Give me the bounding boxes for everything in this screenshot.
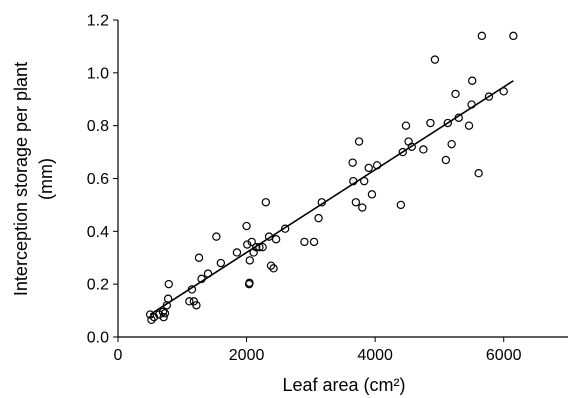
data-point: [398, 147, 407, 157]
data-point: [364, 163, 373, 173]
data-point: [474, 169, 483, 178]
data-point: [358, 203, 367, 212]
y-tick-label: 1.2: [87, 13, 109, 30]
data-point: [451, 89, 460, 99]
y-tick-label: 0.4: [87, 224, 109, 241]
regression-line-group: [149, 80, 514, 316]
data-point: [419, 145, 428, 154]
x-tick-label: 4000: [357, 347, 393, 364]
data-point: [242, 221, 251, 231]
data-point: [314, 213, 323, 223]
data-point: [509, 31, 518, 41]
data-point: [164, 279, 173, 289]
data-point: [159, 312, 168, 322]
data-point: [245, 278, 254, 288]
y-tick-label: 0.6: [87, 171, 109, 188]
x-tick-label: 6000: [486, 347, 522, 364]
data-point: [441, 155, 451, 165]
data-point: [464, 121, 474, 130]
data-point: [160, 309, 170, 318]
y-tick-label: 0.0: [87, 330, 109, 347]
regression-line: [149, 80, 514, 316]
data-point: [271, 235, 281, 244]
data-point: [477, 31, 487, 41]
data-point: [245, 256, 254, 265]
data-point: [185, 297, 194, 306]
data-point: [247, 237, 256, 247]
data-point: [300, 237, 309, 247]
data-point: [269, 264, 278, 273]
data-point: [261, 198, 271, 207]
data-point: [367, 190, 377, 199]
y-tick-label: 1.0: [87, 65, 109, 82]
data-point: [243, 240, 252, 249]
data-point: [430, 55, 440, 64]
data-point: [266, 261, 276, 270]
data-point: [426, 118, 435, 128]
axes: 0.0 0.2 0.4 0.6 0.8 1.0 1.2 0 2000 4000 6000: [87, 13, 568, 364]
y-axis-title-line2: (mm): [36, 158, 56, 200]
data-point: [443, 118, 452, 128]
data-point: [396, 200, 406, 210]
data-point: [258, 242, 267, 252]
data-point: [354, 137, 364, 146]
y-axis-title-line1: Interception storage per plant: [11, 62, 31, 296]
data-point: [309, 237, 319, 247]
data-point: [212, 232, 221, 241]
data-point: [147, 315, 156, 325]
data-point: [158, 307, 168, 317]
data-point: [468, 76, 477, 85]
data-point: [192, 301, 201, 310]
data-point: [348, 158, 357, 167]
data-point: [447, 139, 456, 149]
x-axis-title: Leaf area (cm²): [282, 375, 405, 395]
data-point: [407, 142, 416, 151]
x-tick-label: 2000: [229, 347, 265, 364]
y-tick-label: 0.8: [87, 118, 109, 135]
data-point: [194, 253, 204, 262]
y-tick-label: 0.2: [87, 277, 109, 294]
data-point: [252, 242, 261, 252]
data-point: [149, 312, 159, 322]
x-tick-label: 0: [114, 347, 123, 364]
data-point: [484, 92, 494, 101]
data-points: [145, 31, 518, 325]
data-point: [401, 121, 411, 130]
data-point: [216, 258, 226, 268]
data-point: [280, 224, 290, 233]
data-point: [404, 137, 413, 146]
data-point: [351, 198, 361, 207]
data-point: [232, 248, 242, 257]
